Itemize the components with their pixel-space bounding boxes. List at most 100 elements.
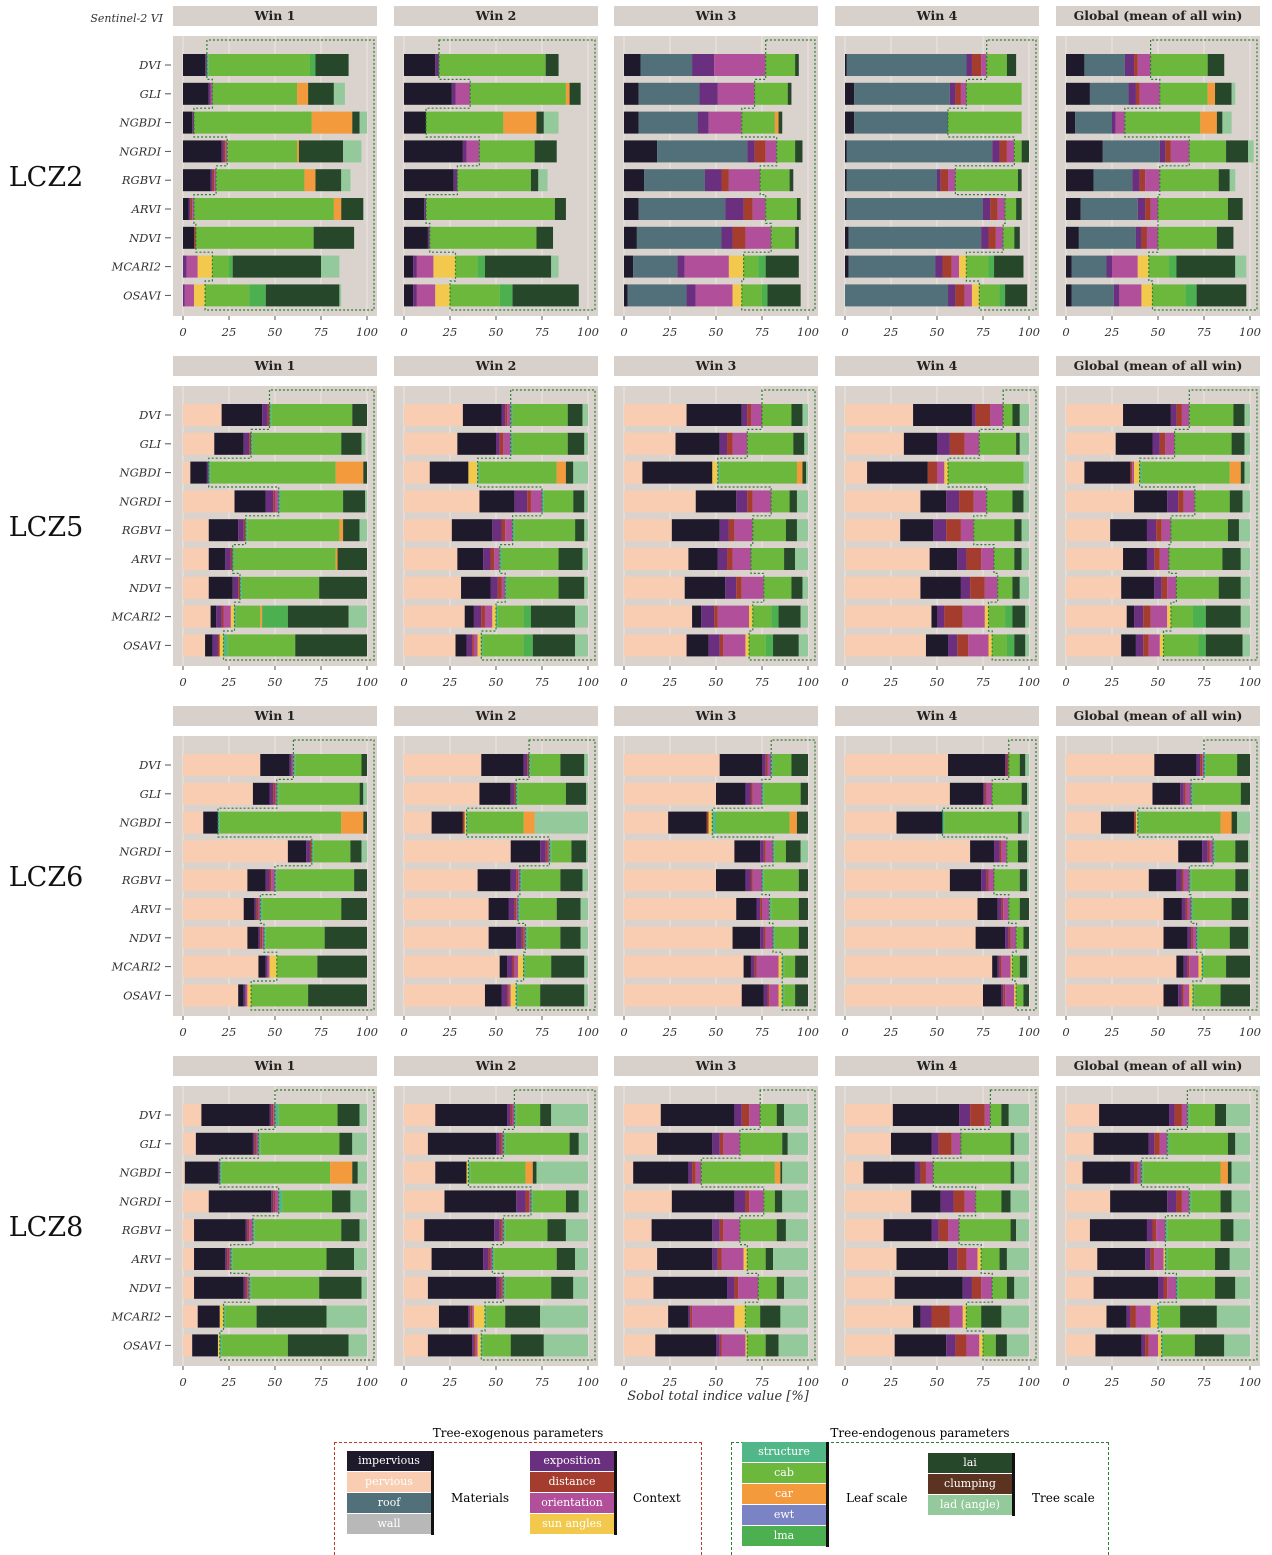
x-tick-label: 50 — [930, 1025, 945, 1039]
bar-segment-rgbvi-impervious — [651, 1219, 713, 1242]
bar-segment-mcari2-lai — [994, 255, 1024, 278]
panel-lcz2-win-1: Win 10 25 50 75 100 — [173, 6, 378, 339]
bar-segment-mcari2-orientation — [416, 255, 434, 278]
bar-segment-osavi-exposition — [413, 284, 417, 307]
bar-segment-mcari2-sun-angles — [749, 605, 753, 628]
bar-segment-gli-structure — [503, 1132, 506, 1155]
bar-segment-rgbvi-cab — [216, 169, 305, 192]
bar-segment-gli-structure — [516, 782, 519, 805]
bar-segment-dvi-lai — [1006, 54, 1017, 76]
bar-segment-dvi-lai — [540, 1104, 552, 1126]
bar-segment-mcari2-sun-angles — [230, 605, 235, 628]
bar-segment-osavi-cab — [518, 984, 541, 1007]
bar-segment-rgbvi-lai — [1014, 519, 1022, 542]
bar-segment-ndvi-impervious — [845, 226, 849, 249]
bar-segment-gli-pervious — [183, 1132, 196, 1155]
bar-segment-ngrdi-lai — [350, 840, 362, 863]
bar-segment-osavi-impervious — [192, 1334, 218, 1357]
bar-segment-dvi-cab — [512, 404, 568, 426]
bar-segment-ngrdi-impervious — [1066, 140, 1103, 163]
bar-segment-dvi-impervious — [624, 54, 641, 76]
bar-segment-ngrdi-orientation — [275, 1190, 279, 1213]
bar-segment-ngrdi-orientation — [765, 840, 774, 863]
bar-segment-osavi-roof — [845, 284, 949, 307]
bar-segment-ngbdi-sun-angles — [712, 461, 718, 484]
bar-segment-dvi-exposition — [523, 754, 528, 776]
bar-segment-mcari2-exposition — [183, 255, 187, 278]
bar-segment-mcari2-lai — [317, 955, 367, 978]
bar-segment-dvi-lai — [791, 404, 803, 426]
bar-segment-ndvi-lai — [551, 1276, 574, 1299]
bar-segment-ndvi-exposition — [721, 226, 733, 249]
vi-label-ngbdi: NGBDI — [119, 1166, 162, 1180]
bar-segment-ndvi-exposition — [962, 1276, 972, 1299]
bar-segment-gli-roof — [854, 82, 950, 105]
bar-segment-rgbvi-pervious — [404, 519, 452, 542]
bar-segment-rgbvi-impervious — [194, 1219, 246, 1242]
bar-segment-ngbdi-sun-angles — [944, 461, 949, 484]
bar-segment-rgbvi-distance — [499, 1219, 502, 1242]
bar-segment-ndvi-distance — [736, 576, 742, 599]
vi-label-mcari2: MCARI2 — [111, 610, 161, 624]
x-tick-label: 0 — [620, 675, 627, 689]
bar-segment-gli-pervious — [624, 432, 676, 455]
bar-segment-ngbdi-structure — [466, 811, 469, 834]
bar-segment-ngrdi-lad-angle — [796, 490, 808, 513]
sobol-figure: Sentinel-2 VILCZ2DVIGLINGBDINGRDIRGBVIAR… — [9, 6, 1261, 1404]
bar-segment-ndvi-orientation — [981, 1276, 993, 1299]
bar-segment-ngrdi-exposition — [306, 840, 310, 863]
bar-segment-osavi-lai — [532, 634, 576, 657]
bar-segment-gli-orientation — [503, 432, 511, 455]
x-tick-label: 50 — [1151, 1375, 1166, 1389]
bar-segment-osavi-distance — [1145, 1334, 1149, 1357]
x-tick-label: 0 — [179, 1025, 186, 1039]
bar-segment-arvi-exposition — [725, 198, 744, 220]
bar-segment-ngrdi-distance — [525, 1190, 530, 1213]
bar-segment-osavi-exposition — [948, 634, 958, 657]
bar-segment-osavi-lai — [1205, 634, 1243, 657]
bar-segment-arvi-impervious — [688, 548, 718, 570]
bar-segment-gli-structure — [276, 782, 279, 805]
bar-segment-osavi-cab — [983, 1334, 996, 1357]
bar-segment-gli-cab — [1174, 432, 1232, 455]
bar-segment-mcari2-distance — [481, 605, 485, 628]
bar-segment-osavi-lad-angle — [1224, 1334, 1250, 1357]
bar-segment-mcari2-distance — [1143, 605, 1151, 628]
bar-segment-gli-impervious — [891, 1132, 932, 1155]
bar-segment-ngrdi-cab — [1191, 1190, 1221, 1213]
bar-segment-osavi-exposition — [501, 984, 508, 1007]
bar-segment-mcari2-distance — [221, 605, 224, 628]
legend-item-lad-angle: lad (angle) — [928, 1495, 1012, 1515]
bar-segment-osavi-orientation — [721, 1334, 746, 1357]
bar-segment-dvi-exposition — [205, 54, 207, 76]
bar-segment-osavi-lai — [1023, 984, 1029, 1007]
bar-segment-rgbvi-lad-angle — [1016, 1219, 1029, 1242]
bar-segment-arvi-distance — [743, 198, 753, 220]
bar-segment-rgbvi-lai — [1235, 869, 1249, 892]
bar-segment-gli-impervious — [457, 432, 496, 455]
bar-segment-gli-exposition — [1180, 782, 1184, 805]
bar-segment-dvi-cab — [773, 754, 792, 776]
bar-segment-dvi-impervious — [892, 1104, 960, 1126]
bar-segment-rgbvi-distance — [1156, 519, 1162, 542]
bar-segment-gli-impervious — [195, 1132, 253, 1155]
bar-segment-ngrdi-orientation — [1209, 840, 1214, 863]
bar-segment-rgbvi-impervious — [424, 1219, 495, 1242]
bar-segment-osavi-lma — [1185, 284, 1197, 307]
bar-segment-mcari2-lai — [256, 1305, 327, 1328]
bar-segment-osavi-pervious — [845, 1334, 895, 1357]
bar-segment-gli-cab — [747, 432, 794, 455]
bar-segment-osavi-cab — [1194, 984, 1221, 1007]
bar-segment-mcari2-distance — [999, 955, 1002, 978]
x-tick-label: 25 — [662, 1025, 678, 1039]
bar-segment-gli-lad-angle — [1235, 1132, 1250, 1155]
bar-segment-arvi-orientation — [1003, 898, 1009, 920]
bar-segment-gli-orientation — [275, 782, 277, 805]
bar-segment-ngrdi-impervious — [287, 840, 307, 863]
vi-label-arvi: ARVI — [131, 552, 162, 566]
bar-segment-arvi-exposition — [225, 548, 231, 570]
bar-segment-ndvi-exposition — [496, 1276, 500, 1299]
panel-lcz6-global-mean-of-all-win: Global (mean of all win)0 25 50 75 100 — [1056, 706, 1261, 1039]
x-tick-label: 25 — [442, 1375, 458, 1389]
bar-segment-ndvi-pervious — [1066, 576, 1122, 599]
